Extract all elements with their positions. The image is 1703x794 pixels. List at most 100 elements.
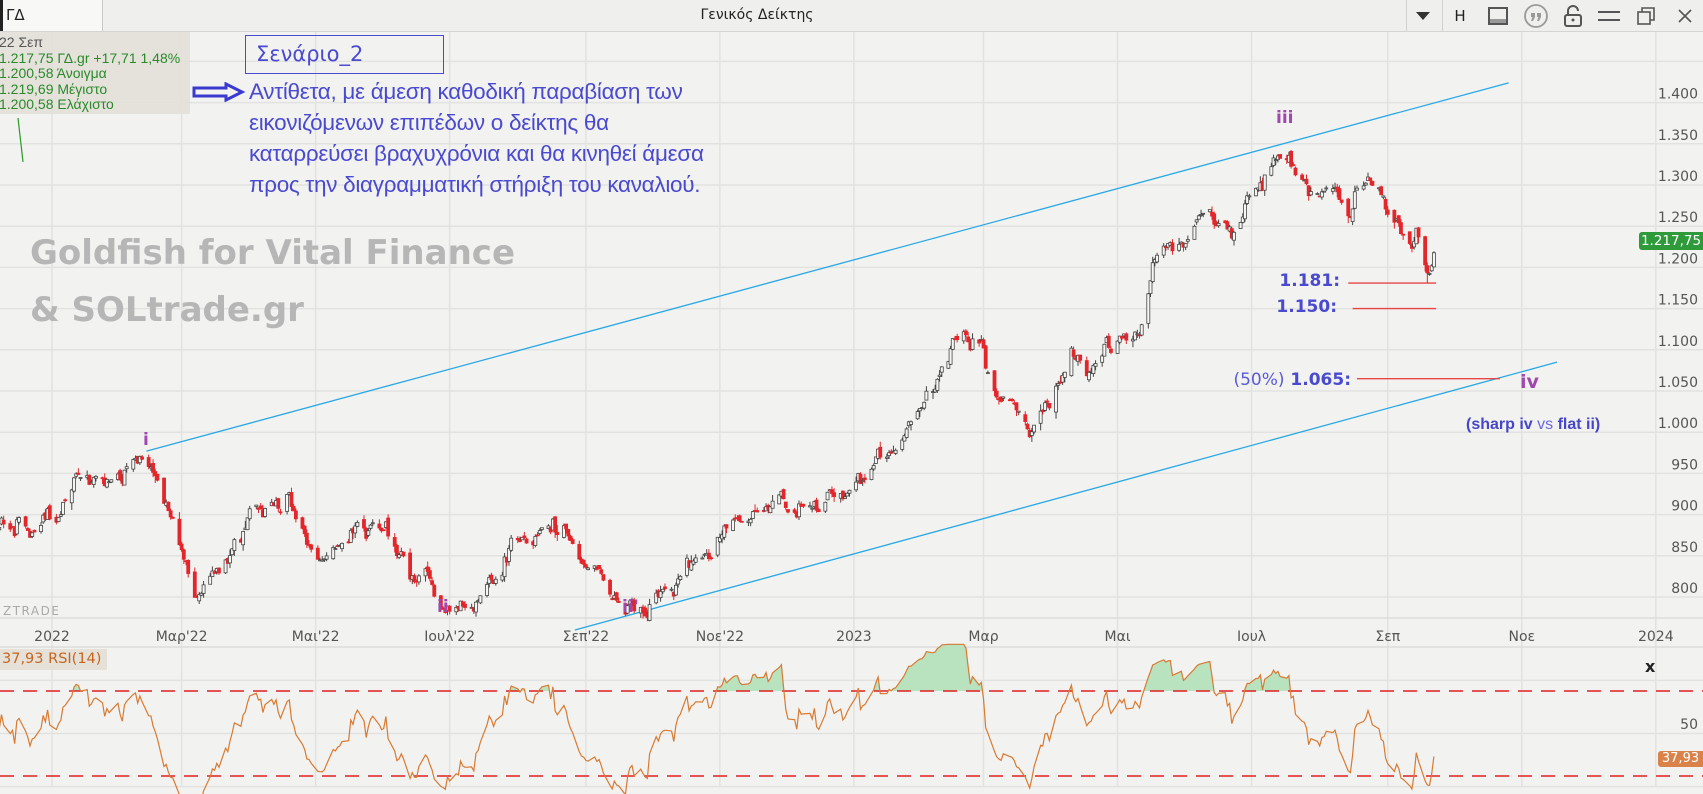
candle bbox=[1117, 335, 1122, 345]
candle bbox=[709, 555, 713, 561]
candle-body bbox=[676, 578, 681, 585]
wave-note[interactable]: (sharp iv vs flat ii) bbox=[1466, 416, 1600, 434]
candle-body bbox=[500, 574, 505, 581]
candle bbox=[366, 528, 371, 537]
dropdown-button[interactable] bbox=[1406, 0, 1440, 31]
candle bbox=[1150, 256, 1155, 284]
candle-body bbox=[1322, 190, 1326, 193]
candle-body bbox=[977, 339, 982, 344]
candle-body bbox=[915, 411, 920, 420]
candle-body bbox=[669, 588, 674, 591]
candle-body bbox=[625, 605, 630, 614]
wave-label-ii-alt[interactable]: ii' bbox=[622, 597, 639, 617]
candle bbox=[509, 534, 514, 552]
h-button[interactable]: H bbox=[1454, 6, 1466, 25]
candle-body bbox=[1133, 331, 1138, 341]
candle bbox=[1032, 424, 1036, 435]
wave-label-ii[interactable]: ii bbox=[437, 597, 449, 617]
candle bbox=[425, 561, 430, 576]
candle bbox=[72, 476, 76, 493]
candle-body bbox=[72, 477, 76, 492]
candle bbox=[977, 338, 982, 347]
candle-body bbox=[1289, 150, 1294, 167]
candle-body bbox=[1308, 191, 1313, 196]
candle bbox=[109, 479, 114, 484]
rsi-header[interactable]: 37,93 RSI(14) bbox=[0, 649, 108, 670]
candle bbox=[869, 467, 874, 481]
wave-label-iv[interactable]: iv bbox=[1520, 371, 1539, 393]
candle-body bbox=[616, 601, 621, 603]
wave-label-iii[interactable]: iii bbox=[1276, 108, 1294, 128]
menu-button[interactable] bbox=[1592, 0, 1626, 31]
candle bbox=[63, 498, 68, 503]
candle-body bbox=[1319, 191, 1324, 198]
candle-body bbox=[854, 481, 859, 491]
candle-body bbox=[970, 338, 975, 350]
level-label-1150[interactable]: 1.150: bbox=[1276, 297, 1337, 317]
candle-body bbox=[1385, 209, 1390, 215]
candle bbox=[533, 534, 538, 548]
candle-body bbox=[939, 366, 944, 373]
candle bbox=[423, 567, 428, 582]
candle-body bbox=[320, 559, 325, 562]
level-label-1181[interactable]: 1.181: bbox=[1279, 271, 1340, 291]
candle-body bbox=[131, 459, 136, 470]
candle bbox=[320, 556, 325, 562]
candle-body bbox=[30, 532, 35, 537]
symbol-tab[interactable]: ΓΔ bbox=[0, 0, 103, 31]
close-button[interactable] bbox=[1668, 0, 1702, 31]
candle bbox=[786, 509, 790, 514]
candle-body bbox=[58, 514, 63, 517]
scenario-text[interactable]: Αντίθετα, με άμεση καθοδική παραβίαση τω… bbox=[249, 76, 704, 200]
candle-body bbox=[412, 575, 417, 583]
candle bbox=[1432, 251, 1436, 268]
candle bbox=[608, 578, 612, 598]
candle bbox=[1043, 400, 1047, 412]
candle-body bbox=[689, 561, 694, 571]
candle-body bbox=[715, 536, 720, 556]
y-tick-label: 800 bbox=[1671, 581, 1698, 597]
candle-body bbox=[74, 473, 79, 477]
candle bbox=[999, 396, 1004, 403]
rsi-close-button[interactable]: x bbox=[1645, 657, 1656, 676]
candle-body bbox=[217, 567, 221, 574]
candle-body bbox=[186, 559, 191, 574]
candle-body bbox=[533, 536, 538, 546]
candle bbox=[1014, 402, 1019, 417]
candle-body bbox=[801, 503, 806, 507]
candle bbox=[939, 366, 944, 377]
candle bbox=[1427, 272, 1432, 276]
candle bbox=[1016, 410, 1021, 416]
lock-button[interactable] bbox=[1556, 0, 1590, 31]
level-label-1065[interactable]: (50%) 1.065: bbox=[1111, 370, 1351, 390]
arrow-right-icon bbox=[192, 82, 246, 102]
candle bbox=[474, 601, 478, 617]
candle bbox=[87, 474, 92, 486]
candle bbox=[1023, 411, 1028, 426]
candle bbox=[647, 598, 652, 622]
candle-body bbox=[1, 519, 6, 525]
candle-body bbox=[416, 575, 421, 583]
wave-label-i[interactable]: i bbox=[143, 430, 149, 450]
scenario-label[interactable]: Σενάριο_2 bbox=[245, 35, 444, 74]
candle bbox=[392, 533, 397, 553]
candle-body bbox=[627, 600, 632, 605]
panel-layout-button[interactable] bbox=[1481, 0, 1515, 31]
candle bbox=[0, 527, 2, 531]
candle bbox=[1368, 177, 1373, 185]
candle-body bbox=[860, 480, 865, 482]
candle-body bbox=[1396, 215, 1401, 224]
candle-body bbox=[1273, 159, 1278, 162]
candle bbox=[1291, 162, 1296, 166]
candle-body bbox=[937, 374, 942, 377]
candle-body bbox=[1014, 402, 1019, 411]
candle bbox=[168, 508, 173, 520]
candle bbox=[416, 574, 421, 585]
comment-button[interactable] bbox=[1519, 0, 1553, 31]
candle bbox=[276, 497, 281, 512]
candle-body bbox=[69, 489, 74, 504]
watermark-line-2: & SOLtrade.gr bbox=[30, 290, 304, 330]
candle bbox=[816, 507, 821, 513]
restore-button[interactable] bbox=[1629, 0, 1663, 31]
